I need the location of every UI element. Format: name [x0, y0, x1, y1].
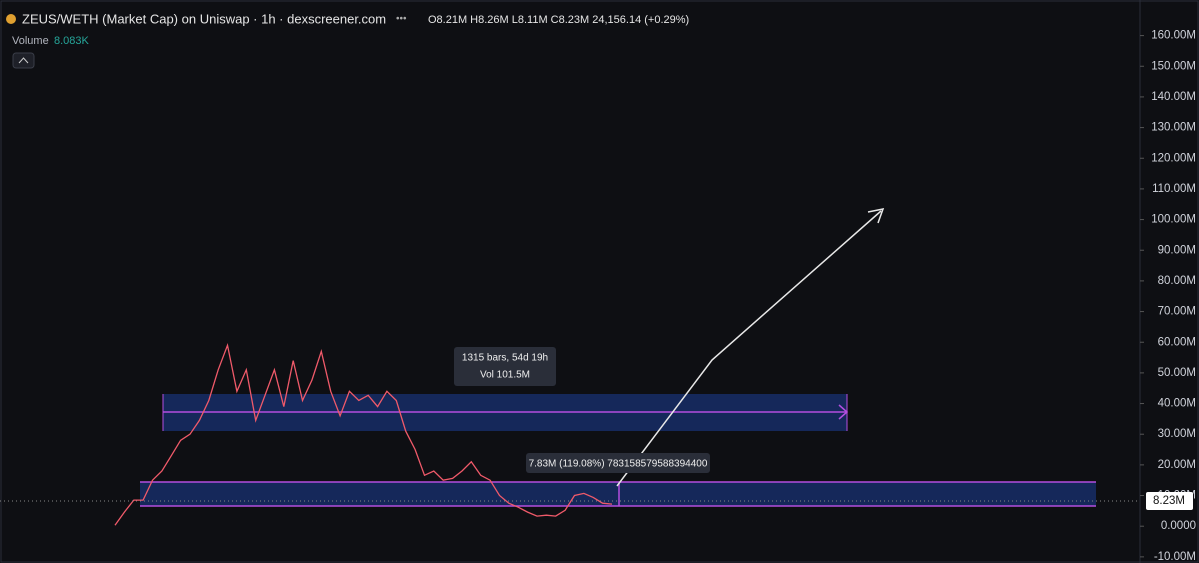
tooltip-text: 7.83M (119.08%) 783158579588394400 [529, 459, 708, 470]
y-tick-label: 80.00M [1158, 275, 1196, 287]
ohlc: O8.21M H8.26M L8.11M C8.23M 24,156.14 (+… [428, 14, 689, 26]
y-tick-label: 0.0000 [1161, 520, 1196, 532]
y-tick-label: 50.00M [1158, 367, 1196, 379]
y-tick-label: 70.00M [1158, 306, 1196, 318]
volume-value: 8.083K [54, 35, 90, 47]
y-tick-label: 120.00M [1151, 152, 1196, 164]
token-icon [6, 14, 16, 24]
tooltip-text: 1315 bars, 54d 19h [462, 353, 548, 364]
volume-label: Volume [12, 35, 49, 47]
tooltip [454, 347, 556, 386]
arrow-head [867, 208, 885, 224]
chart-title: ZEUS/WETH (Market Cap) on Uniswap · 1h ·… [22, 11, 386, 26]
y-tick-label: -10.00M [1154, 551, 1196, 563]
collapse-button[interactable] [12, 52, 35, 69]
y-tick-label: 160.00M [1151, 30, 1196, 42]
y-tick-label: 130.00M [1151, 122, 1196, 134]
y-tick-label: 150.00M [1151, 60, 1196, 72]
range-box [140, 482, 1096, 506]
price-line [114, 342, 613, 526]
y-tick-label: 20.00M [1158, 459, 1196, 471]
last-price-box [1146, 491, 1193, 510]
tooltip [526, 453, 710, 473]
y-tick-label: 60.00M [1158, 336, 1196, 348]
y-tick-label: 110.00M [1152, 183, 1196, 195]
collapse-icon [18, 57, 29, 64]
more-icon[interactable]: ••• [396, 14, 407, 25]
range-arrow [838, 404, 849, 420]
tooltip-text: Vol 101.5M [480, 370, 530, 381]
projection-arrow [616, 210, 882, 487]
y-tick-label: 100.00M [1151, 214, 1196, 226]
y-tick-label: 30.00M [1158, 428, 1196, 440]
last-price-label: 8.23M [1153, 495, 1185, 507]
y-tick-label: 90.00M [1158, 244, 1196, 256]
y-tick-label: 140.00M [1151, 91, 1196, 103]
y-tick-label: 40.00M [1158, 398, 1196, 410]
